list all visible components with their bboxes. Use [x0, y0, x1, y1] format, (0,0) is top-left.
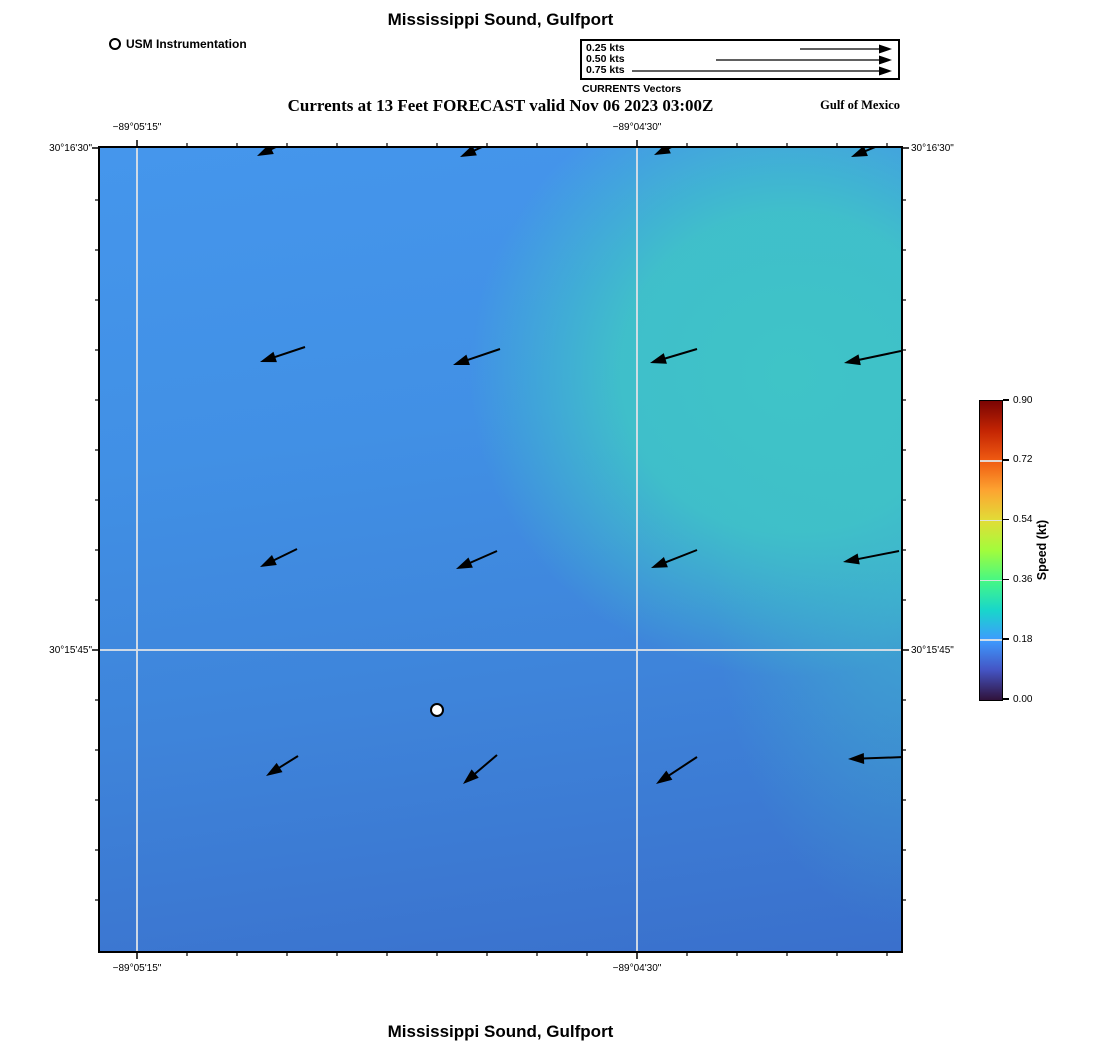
lat-tick-label-right-mid: 30°15'45" [911, 645, 954, 656]
colorbar-gridline [980, 639, 1002, 641]
colorbar-gridline [980, 460, 1002, 462]
forecast-subtitle: Currents at 13 Feet FORECAST valid Nov 0… [287, 96, 714, 115]
colorbar-tick-mark [1003, 518, 1009, 521]
colorbar-tick-mark [1003, 459, 1009, 461]
colorbar-tick-label: 0.54 [1013, 514, 1033, 526]
gridline-lon-0430 [636, 148, 638, 951]
colorbar-tick-mark [1003, 399, 1009, 401]
station-legend: USM Instrumentation [109, 36, 247, 52]
vector-scale-legend: 0.25 kts 0.50 kts 0.75 kts [580, 39, 900, 80]
vector-scale-label-075: 0.75 kts [586, 64, 625, 76]
vector-legend-caption: CURRENTS Vectors [582, 83, 682, 95]
figure-bottom-title: Mississippi Sound, Gulfport [387, 1022, 614, 1041]
colorbar-tick-label: 0.36 [1013, 573, 1033, 585]
speed-colorbar [979, 400, 1003, 701]
lon-tick-label-bottom-right: −89°04'30" [612, 963, 662, 974]
lat-tick-label-left-top: 30°16'30" [49, 143, 92, 154]
colorbar-gridline [980, 519, 1002, 522]
station-marker-icon [109, 38, 121, 50]
colorbar-tick-mark [1003, 638, 1009, 640]
lat-tick-label-left-mid: 30°15'45" [49, 645, 92, 656]
colorbar-axis-label: Speed (kt) [1035, 519, 1049, 581]
region-label: Gulf of Mexico [820, 98, 900, 112]
colorbar-tick-label: 0.90 [1013, 394, 1033, 406]
colorbar-gridline [980, 579, 1002, 582]
vector-scale-arrows [632, 44, 892, 76]
figure-title: Mississippi Sound, Gulfport [387, 10, 614, 29]
colorbar-tick-label: 0.18 [1013, 633, 1033, 645]
lon-tick-label-top-left: −89°05'15" [112, 122, 162, 133]
gridline-lat-1545 [100, 649, 901, 651]
lat-tick-label-right-top: 30°16'30" [911, 143, 954, 154]
current-vectors-layer [257, 148, 901, 784]
gridline-lon-0515 [136, 148, 138, 951]
usm-station-marker [430, 703, 444, 717]
lon-tick-label-top-right: −89°04'30" [612, 122, 662, 133]
station-legend-label: USM Instrumentation [126, 37, 247, 51]
colorbar-tick-label: 0.00 [1013, 693, 1033, 705]
colorbar-tick-mark [1003, 578, 1009, 581]
vector-scale-label-025: 0.25 kts [586, 42, 625, 54]
lon-tick-label-bottom-left: −89°05'15" [112, 963, 162, 974]
colorbar-tick-label: 0.72 [1013, 454, 1033, 466]
map-plot-area [98, 146, 903, 953]
colorbar-tick-mark [1003, 698, 1009, 700]
vector-scale-label-050: 0.50 kts [586, 53, 625, 65]
